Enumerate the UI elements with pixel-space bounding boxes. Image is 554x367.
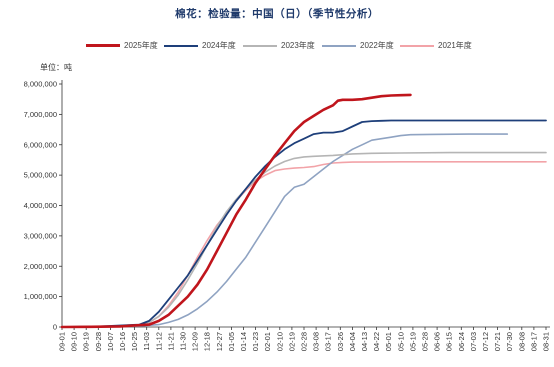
x-tick-label: 01-23 [251, 332, 260, 351]
x-tick-label: 03-26 [336, 332, 345, 351]
legend-label-2024: 2024年度 [202, 41, 236, 50]
x-tick-label: 10-07 [106, 332, 115, 351]
legend-swatch-2024 [164, 44, 198, 47]
x-tick-label: 12-27 [215, 332, 224, 351]
x-tick-label: 04-04 [348, 332, 357, 351]
x-tick-label: 09-28 [94, 332, 103, 351]
legend-item-2024: 2024年度 [164, 40, 236, 51]
x-tick-label: 05-10 [396, 332, 405, 351]
x-tick-label: 03-08 [312, 332, 321, 351]
x-tick-label: 06-15 [445, 332, 454, 351]
y-tick-label: 2,000,000 [24, 262, 57, 271]
x-tick-label: 01-05 [227, 332, 236, 351]
x-tick-label: 12-09 [191, 332, 200, 351]
x-tick-label: 02-19 [287, 332, 296, 351]
legend-item-2021: 2021年度 [400, 40, 472, 51]
x-tick-label: 09-19 [82, 332, 91, 351]
unit-label: 单位：吨 [40, 63, 72, 72]
series-line-2024年度 [61, 119, 547, 328]
x-tick-label: 01-14 [239, 332, 248, 351]
x-tick-label: 06-24 [457, 332, 466, 351]
y-tick-label: 4,000,000 [24, 201, 57, 210]
chart-title: 棉花：检验量：中国（日）（季节性分析） [175, 8, 379, 20]
legend-item-2023: 2023年度 [243, 40, 315, 51]
y-tick-label: 6,000,000 [24, 140, 57, 149]
x-tick-label: 02-10 [275, 332, 284, 351]
y-tick-label: 1,000,000 [24, 292, 57, 301]
legend-item-2022: 2022年度 [322, 40, 394, 51]
x-tick-label: 05-28 [421, 332, 430, 351]
x-tick-label: 08-31 [542, 332, 551, 351]
x-tick-label: 02-01 [263, 332, 272, 351]
x-tick-label: 07-30 [505, 332, 514, 351]
y-tick-label: 8,000,000 [24, 80, 57, 89]
legend-label-2023: 2023年度 [281, 41, 315, 50]
y-tick-label: 0 [53, 323, 57, 332]
x-tick-label: 05-19 [408, 332, 417, 351]
x-tick-label: 10-25 [130, 332, 139, 351]
x-tick-label: 10-16 [118, 332, 127, 351]
x-tick-label: 03-17 [324, 332, 333, 351]
series-line-2023年度 [61, 151, 547, 328]
x-tick-label: 07-03 [469, 332, 478, 351]
x-tick-label: 07-12 [481, 332, 490, 351]
x-tick-label: 09-10 [70, 332, 79, 351]
y-tick-label: 5,000,000 [24, 171, 57, 180]
legend-swatch-2021 [400, 44, 434, 47]
legend-item-2025: 2025年度 [86, 40, 158, 51]
legend-swatch-2022 [322, 44, 356, 47]
x-tick-label: 11-30 [179, 332, 188, 351]
series-line-2025年度 [60, 93, 412, 329]
legend-label-2025: 2025年度 [124, 41, 158, 50]
x-tick-label: 11-03 [142, 332, 151, 351]
x-tick-label: 02-28 [300, 332, 309, 351]
x-tick-label: 12-18 [203, 332, 212, 351]
y-tick-label: 7,000,000 [24, 110, 57, 119]
series-line-2022年度 [61, 133, 509, 328]
legend: 2025年度 2024年度 2023年度 2022年度 2021年度 [0, 40, 554, 52]
x-tick-label: 11-21 [166, 332, 175, 351]
x-tick-label: 08-17 [529, 332, 538, 351]
y-tick-label: 3,000,000 [24, 231, 57, 240]
x-tick-label: 05-01 [384, 332, 393, 351]
legend-swatch-2025 [86, 44, 120, 47]
x-tick-label: 04-13 [360, 332, 369, 351]
x-tick-label: 11-12 [154, 332, 163, 351]
x-tick-label: 09-01 [58, 332, 67, 351]
x-tick-label: 08-08 [517, 332, 526, 351]
x-tick-label: 07-21 [493, 332, 502, 351]
x-tick-label: 04-22 [372, 332, 381, 351]
series-line-2021年度 [61, 161, 547, 328]
legend-swatch-2023 [243, 44, 277, 47]
x-tick-label: 06-06 [433, 332, 442, 351]
legend-label-2021: 2021年度 [438, 41, 472, 50]
legend-label-2022: 2022年度 [360, 41, 394, 50]
